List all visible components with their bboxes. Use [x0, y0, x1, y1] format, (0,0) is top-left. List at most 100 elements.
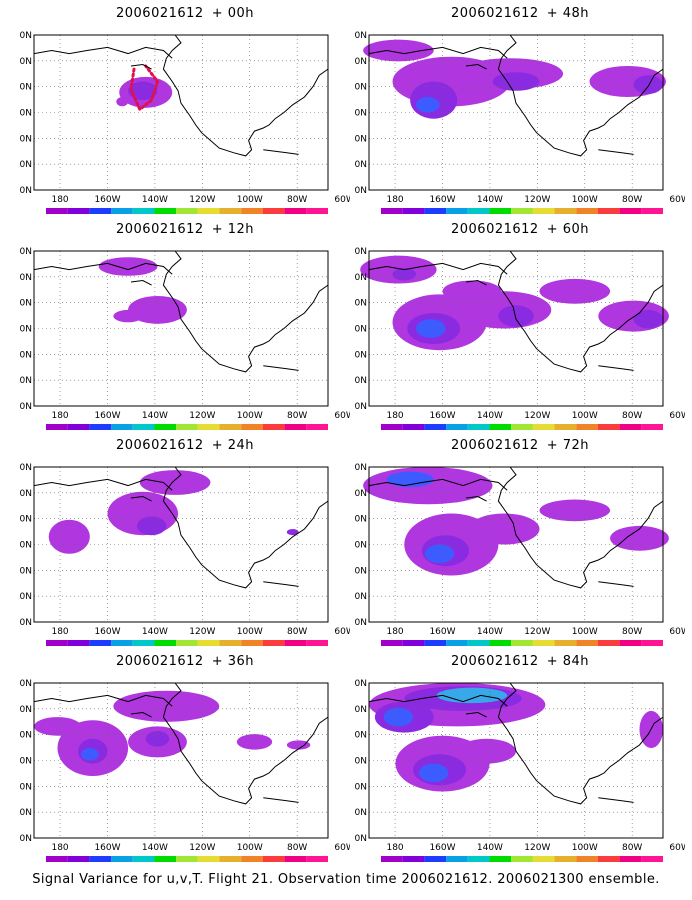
- colorbar-swatch: [489, 424, 512, 430]
- coastline: [598, 365, 634, 371]
- variance-contour: [286, 740, 311, 750]
- panel-title: 2006021612 + 00h: [20, 6, 350, 21]
- colorbar-swatch: [306, 856, 328, 862]
- variance-contour: [386, 471, 434, 488]
- coastline: [33, 478, 173, 491]
- variance-contours: [363, 39, 666, 119]
- lon-tick-label: 80W: [287, 843, 307, 853]
- lon-tick-label: 180: [51, 843, 68, 853]
- colorbar-swatch: [46, 424, 68, 430]
- lon-tick-label: 180: [386, 195, 403, 205]
- colorbar-swatch: [597, 424, 620, 430]
- panel-lead-time: + 60h: [546, 222, 590, 237]
- variance-contour: [457, 738, 516, 764]
- lat-tick-label: 10N: [20, 618, 32, 628]
- lat-tick-label: 50N: [355, 83, 367, 93]
- lat-tick-label: 50N: [20, 299, 32, 309]
- colorbar-swatch: [424, 856, 447, 862]
- lat-tick-label: 70N: [20, 31, 32, 41]
- plot-frame: [368, 682, 664, 839]
- map-plot: 70N 60N 50N 40N 30N 20N 10N 180 160W 140W 120W 100W…: [20, 31, 350, 214]
- lon-tick-label: 140W: [142, 411, 168, 421]
- variance-contour: [498, 305, 534, 327]
- colorbar-swatch: [176, 640, 198, 646]
- lat-tick-label: 30N: [355, 134, 367, 144]
- colorbar-swatch: [554, 208, 577, 214]
- lat-tick-label: 60N: [20, 57, 32, 67]
- coastline: [598, 797, 634, 803]
- coastline: [598, 581, 634, 587]
- coastline: [497, 466, 664, 589]
- variance-contours: [363, 467, 669, 576]
- flight-track: [129, 64, 160, 112]
- lon-tick-label: 80W: [287, 411, 307, 421]
- colorbar-swatch: [489, 640, 512, 646]
- lon-tick-label: 100W: [572, 195, 598, 205]
- colorbar-swatch: [132, 640, 155, 646]
- panel-title: 2006021612 + 84h: [355, 654, 685, 669]
- lon-tick-label: 140W: [142, 627, 168, 637]
- colorbar-swatch: [619, 208, 642, 214]
- colorbar-swatch: [532, 208, 555, 214]
- lat-tick-label: 60N: [355, 705, 367, 715]
- map-panel: 2006021612 + 24h 70N 60N 50N 40N 30N 20N 10N 180 1…: [20, 438, 350, 648]
- panel-lead-time: + 84h: [546, 654, 590, 669]
- panel-date: 2006021612: [115, 438, 204, 453]
- map-plot: 70N 60N 50N 40N 30N 20N 10N 180 160W 140W 120W 100W…: [20, 463, 350, 646]
- coastline: [130, 495, 152, 502]
- variance-contour: [383, 707, 414, 727]
- lon-tick-label: 180: [386, 411, 403, 421]
- colorbar-swatch: [381, 208, 403, 214]
- colorbar-swatch: [576, 856, 598, 862]
- coastline: [33, 694, 173, 707]
- colorbar-swatch: [424, 424, 447, 430]
- coastline: [465, 279, 487, 286]
- lat-tick-label: 30N: [355, 782, 367, 792]
- variance-contour: [48, 519, 90, 554]
- colorbar-swatch: [284, 640, 307, 646]
- colorbar-swatch: [446, 640, 468, 646]
- lat-tick-label: 60N: [355, 57, 367, 67]
- lon-tick-label: 120W: [524, 411, 550, 421]
- variance-contour: [363, 39, 434, 62]
- colorbar-swatch: [576, 208, 598, 214]
- lat-tick-label: 30N: [355, 350, 367, 360]
- lat-tick-label: 20N: [355, 592, 367, 602]
- map-panel: 2006021612 + 00h 70N 60N 50N 40N 30N 20N 10N 180 1…: [20, 6, 350, 216]
- colorbar-swatch: [197, 640, 220, 646]
- colorbar-swatch: [306, 208, 328, 214]
- coastline: [598, 149, 634, 155]
- coastline: [162, 466, 329, 589]
- lon-tick-label: 100W: [572, 843, 598, 853]
- colorbar-swatch: [67, 208, 90, 214]
- lat-tick-label: 70N: [355, 31, 367, 41]
- variance-contour: [416, 97, 440, 113]
- lon-tick-label: 180: [386, 843, 403, 853]
- colorbar-swatch: [597, 856, 620, 862]
- coastline: [497, 34, 664, 157]
- map-panel: 2006021612 + 60h 70N 60N 50N 40N 30N 20N 10N 180 1…: [355, 222, 685, 432]
- lon-tick-label: 140W: [477, 843, 503, 853]
- map-panel: 2006021612 + 72h 70N 60N 50N 40N 30N 20N 10N 180 1…: [355, 438, 685, 648]
- colorbar-swatch: [381, 424, 403, 430]
- lat-tick-label: 40N: [355, 757, 367, 767]
- lon-tick-label: 80W: [622, 627, 642, 637]
- colorbar-swatch: [46, 640, 68, 646]
- lat-tick-label: 20N: [355, 808, 367, 818]
- lat-tick-label: 50N: [355, 299, 367, 309]
- panel-date: 2006021612: [115, 222, 204, 237]
- variance-contour: [139, 470, 211, 495]
- variance-contour: [539, 499, 611, 522]
- coastline: [162, 250, 329, 373]
- lon-tick-label: 160W: [94, 843, 120, 853]
- variance-contour: [113, 309, 143, 323]
- lon-tick-label: 120W: [524, 843, 550, 853]
- panel-title: 2006021612 + 72h: [355, 438, 685, 453]
- lat-tick-label: 50N: [20, 731, 32, 741]
- coastline: [368, 694, 508, 707]
- lat-tick-label: 20N: [355, 160, 367, 170]
- lon-tick-label: 160W: [94, 627, 120, 637]
- lat-tick-label: 30N: [355, 566, 367, 576]
- lon-tick-label: 60W: [334, 843, 350, 853]
- colorbar-swatch: [511, 640, 533, 646]
